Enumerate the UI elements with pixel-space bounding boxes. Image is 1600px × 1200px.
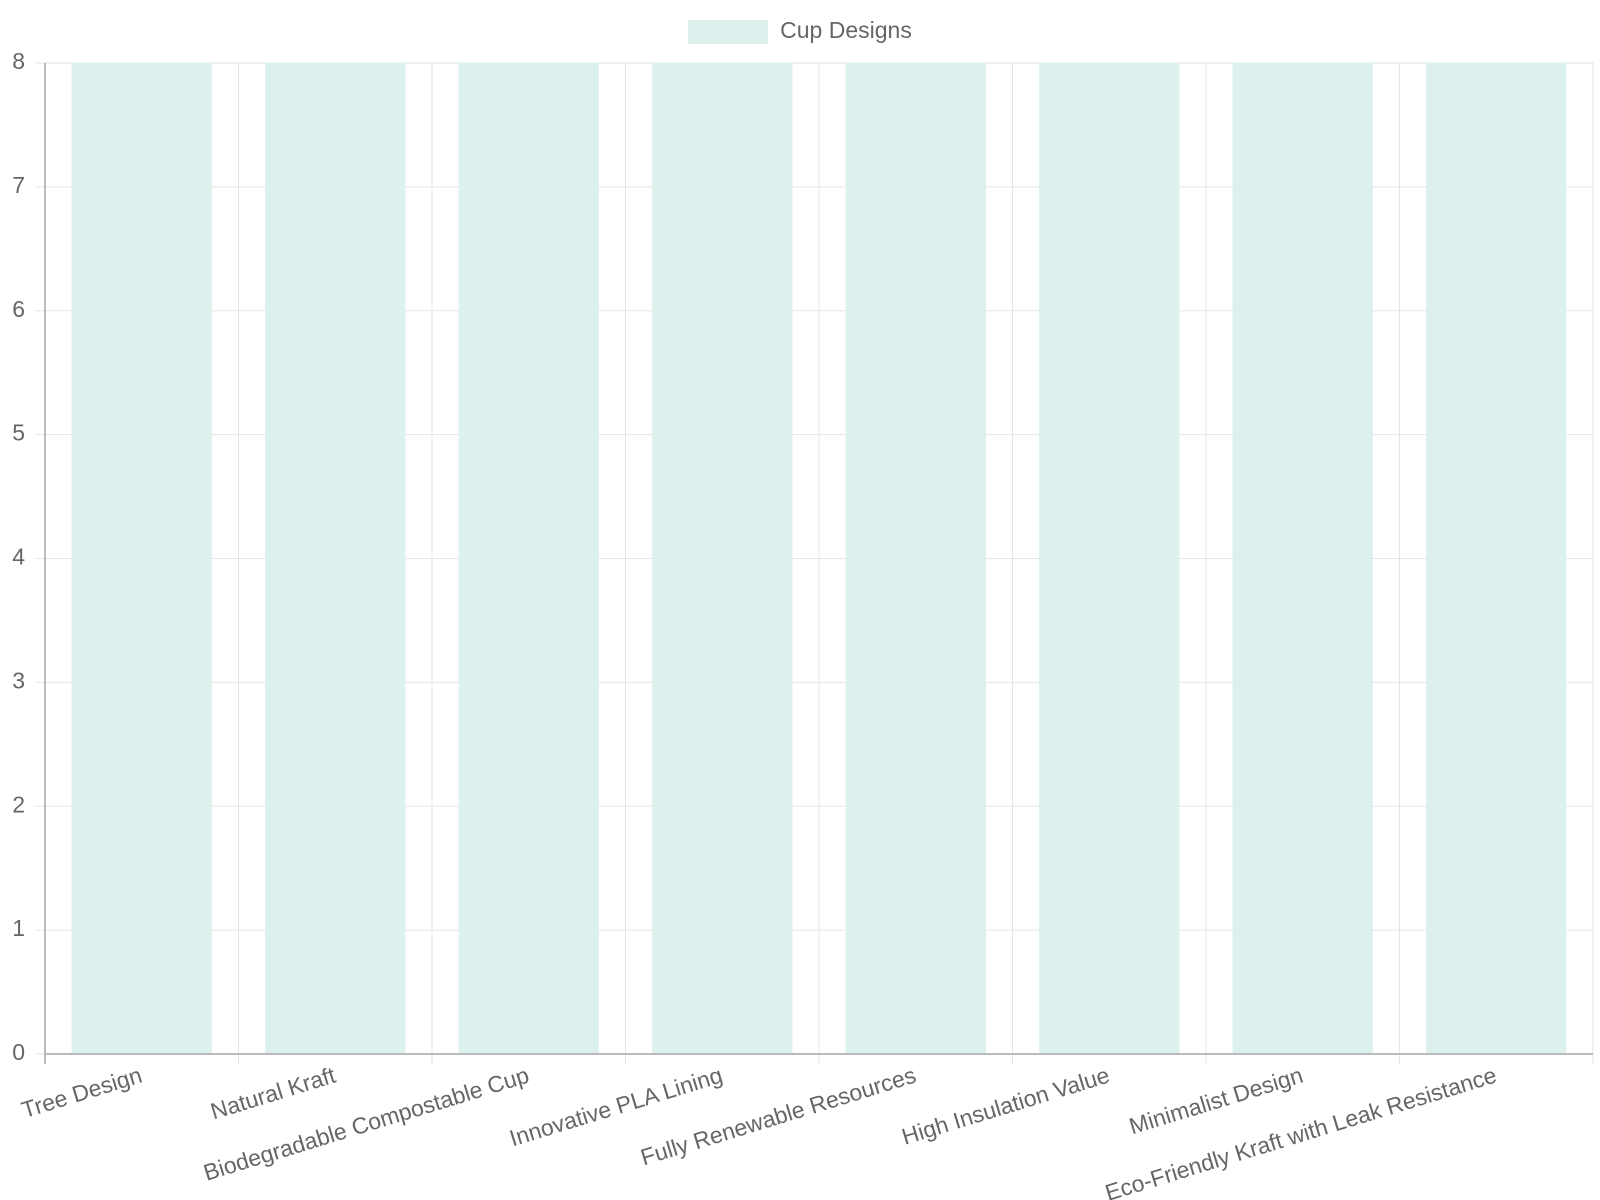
x-tick-label: Biodegradable Compostable Cup xyxy=(200,1062,532,1186)
x-tick-label: Tree Design xyxy=(18,1062,145,1123)
y-tick-label: 6 xyxy=(12,296,25,322)
x-tick-label: High Insulation Value xyxy=(899,1062,1113,1150)
bar xyxy=(458,62,599,1055)
bar xyxy=(1426,62,1567,1055)
y-tick-label: 8 xyxy=(12,48,25,74)
y-tick-label: 0 xyxy=(12,1039,25,1065)
legend-label: Cup Designs xyxy=(780,17,912,43)
bar xyxy=(845,62,986,1055)
legend-swatch xyxy=(688,20,769,44)
bar xyxy=(652,62,793,1055)
bar xyxy=(1039,62,1180,1055)
bar xyxy=(1232,62,1373,1055)
bar xyxy=(71,62,212,1055)
y-tick-label: 7 xyxy=(12,172,25,198)
y-tick-label: 1 xyxy=(12,915,25,941)
x-tick-label: Natural Kraft xyxy=(207,1062,339,1125)
y-tick-label: 5 xyxy=(12,420,25,446)
y-tick-label: 2 xyxy=(12,791,25,817)
bar xyxy=(265,62,406,1055)
y-tick-label: 3 xyxy=(12,667,25,693)
y-tick-label: 4 xyxy=(12,544,25,570)
